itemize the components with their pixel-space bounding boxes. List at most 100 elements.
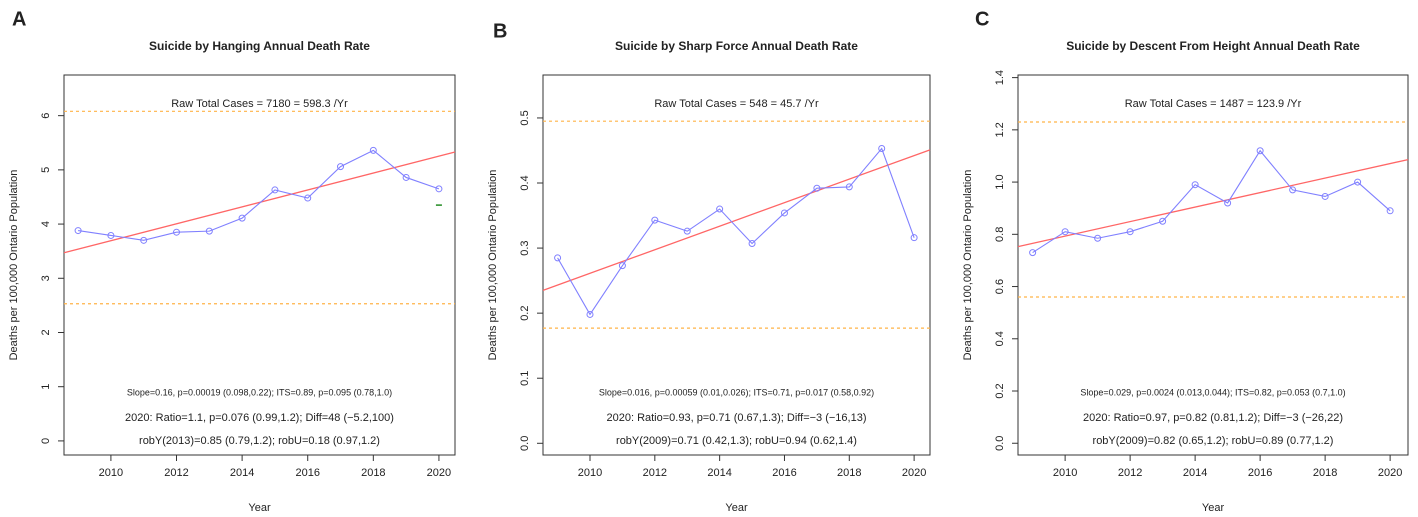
panel-letter: C [975, 8, 989, 30]
y-tick-label: 1 [40, 384, 52, 390]
x-tick-label: 2018 [837, 467, 861, 479]
data-point [716, 205, 724, 213]
y-tick-label: 0.4 [994, 331, 1006, 346]
y-axis-label: Deaths per 100,000 Ontario Population [8, 170, 20, 361]
data-point [1256, 147, 1264, 155]
data-point [1126, 228, 1134, 236]
data-point [1159, 217, 1167, 225]
y-tick-label: 0.6 [994, 279, 1006, 294]
x-axis-label: Year [725, 502, 748, 514]
x-tick-label: 2014 [1183, 467, 1207, 479]
data-point [1224, 199, 1232, 207]
data-point [107, 231, 115, 239]
data-point [74, 227, 82, 235]
x-tick-label: 2012 [164, 467, 188, 479]
y-tick-label: 0.5 [519, 110, 531, 125]
x-tick-label: 2014 [707, 467, 731, 479]
data-line [557, 147, 915, 316]
panel-letter: A [12, 8, 26, 30]
plot-frame [1017, 74, 1409, 456]
data-point [1191, 181, 1199, 189]
x-tick-label: 2016 [1248, 467, 1272, 479]
y-tick-label: 1.4 [994, 70, 1006, 85]
annotation: robY(2009)=0.82 (0.65,1.2); robU=0.89 (0… [1093, 435, 1334, 447]
y-tick-label: 0.0 [994, 436, 1006, 451]
x-tick-label: 2012 [643, 467, 667, 479]
y-tick-label: 5 [40, 167, 52, 173]
trend-line [1017, 158, 1409, 248]
data-point [173, 228, 181, 236]
y-axis-label: Deaths per 100,000 Ontario Population [962, 170, 974, 361]
data-point [1289, 186, 1297, 194]
plot-frame [542, 74, 931, 456]
annotation: Slope=0.029, p=0.0024 (0.013,0.044); ITS… [1080, 387, 1345, 397]
chart-title: Suicide by Hanging Annual Death Rate [149, 39, 370, 53]
y-tick-label: 0.2 [519, 306, 531, 321]
plot-frame [63, 74, 456, 456]
y-tick-label: 0.3 [519, 240, 531, 255]
data-point [651, 216, 659, 224]
x-tick-label: 2020 [427, 467, 451, 479]
y-tick-label: 0 [40, 438, 52, 444]
x-tick-label: 2010 [1053, 467, 1077, 479]
data-point [402, 173, 410, 181]
x-tick-label: 2018 [1313, 467, 1337, 479]
annotation: Raw Total Cases = 7180 = 598.3 /Yr [171, 98, 348, 110]
data-point [304, 194, 312, 202]
data-point [1061, 228, 1069, 236]
x-tick-label: 2010 [99, 467, 123, 479]
annotation: Raw Total Cases = 1487 = 123.9 /Yr [1125, 98, 1302, 110]
data-point [683, 227, 691, 235]
annotation: 2020: Ratio=1.1, p=0.076 (0.99,1.2); Dif… [125, 412, 394, 424]
y-tick-label: 0.2 [994, 383, 1006, 398]
data-line [78, 149, 440, 241]
x-tick-label: 2012 [1118, 467, 1142, 479]
data-point [780, 209, 788, 217]
data-point [748, 240, 756, 248]
data-point [140, 236, 148, 244]
x-tick-label: 2016 [295, 467, 319, 479]
data-point [1354, 178, 1362, 186]
y-tick-label: 3 [40, 275, 52, 281]
annotation: robY(2013)=0.85 (0.79,1.2); robU=0.18 (0… [139, 435, 380, 447]
x-tick-label: 2020 [902, 467, 926, 479]
data-point [238, 214, 246, 222]
data-point [369, 146, 377, 154]
data-line [1032, 149, 1391, 254]
x-tick-label: 2020 [1378, 467, 1402, 479]
x-tick-label: 2014 [230, 467, 254, 479]
chart-title: Suicide by Descent From Height Annual De… [1066, 39, 1360, 53]
trend-line [542, 149, 931, 291]
x-tick-label: 2018 [361, 467, 385, 479]
y-tick-label: 1.2 [994, 122, 1006, 137]
annotation: Slope=0.16, p=0.00019 (0.098,0.22); ITS=… [127, 387, 392, 397]
data-point [554, 254, 562, 262]
data-point [205, 227, 213, 235]
trend-line [63, 151, 456, 254]
y-tick-label: 6 [40, 113, 52, 119]
x-axis-label: Year [1202, 502, 1225, 514]
data-point [1029, 249, 1037, 257]
y-tick-label: 2 [40, 329, 52, 335]
chart-title: Suicide by Sharp Force Annual Death Rate [615, 39, 858, 53]
data-point [845, 183, 853, 191]
data-point [586, 310, 594, 318]
x-tick-label: 2010 [578, 467, 602, 479]
data-point [337, 163, 345, 171]
data-point [435, 185, 443, 193]
y-axis-label: Deaths per 100,000 Ontario Population [487, 170, 499, 361]
annotation: Raw Total Cases = 548 = 45.7 /Yr [654, 98, 819, 110]
data-point [1386, 207, 1394, 215]
data-point [910, 234, 918, 242]
data-point [878, 145, 886, 153]
y-tick-label: 0.0 [519, 436, 531, 451]
annotation: 2020: Ratio=0.97, p=0.82 (0.81,1.2); Dif… [1083, 412, 1343, 424]
x-axis-label: Year [248, 502, 271, 514]
data-point [271, 186, 279, 194]
annotation: 2020: Ratio=0.93, p=0.71 (0.67,1.3); Dif… [606, 412, 866, 424]
annotation: Slope=0.016, p=0.00059 (0.01,0.026); ITS… [599, 387, 874, 397]
panel-letter: B [493, 20, 507, 42]
y-tick-label: 0.1 [519, 371, 531, 386]
x-tick-label: 2016 [772, 467, 796, 479]
